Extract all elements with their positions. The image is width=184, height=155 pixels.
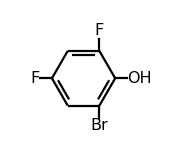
- Text: F: F: [95, 23, 104, 38]
- Text: F: F: [30, 71, 40, 86]
- Text: OH: OH: [128, 71, 152, 86]
- Text: Br: Br: [91, 118, 108, 133]
